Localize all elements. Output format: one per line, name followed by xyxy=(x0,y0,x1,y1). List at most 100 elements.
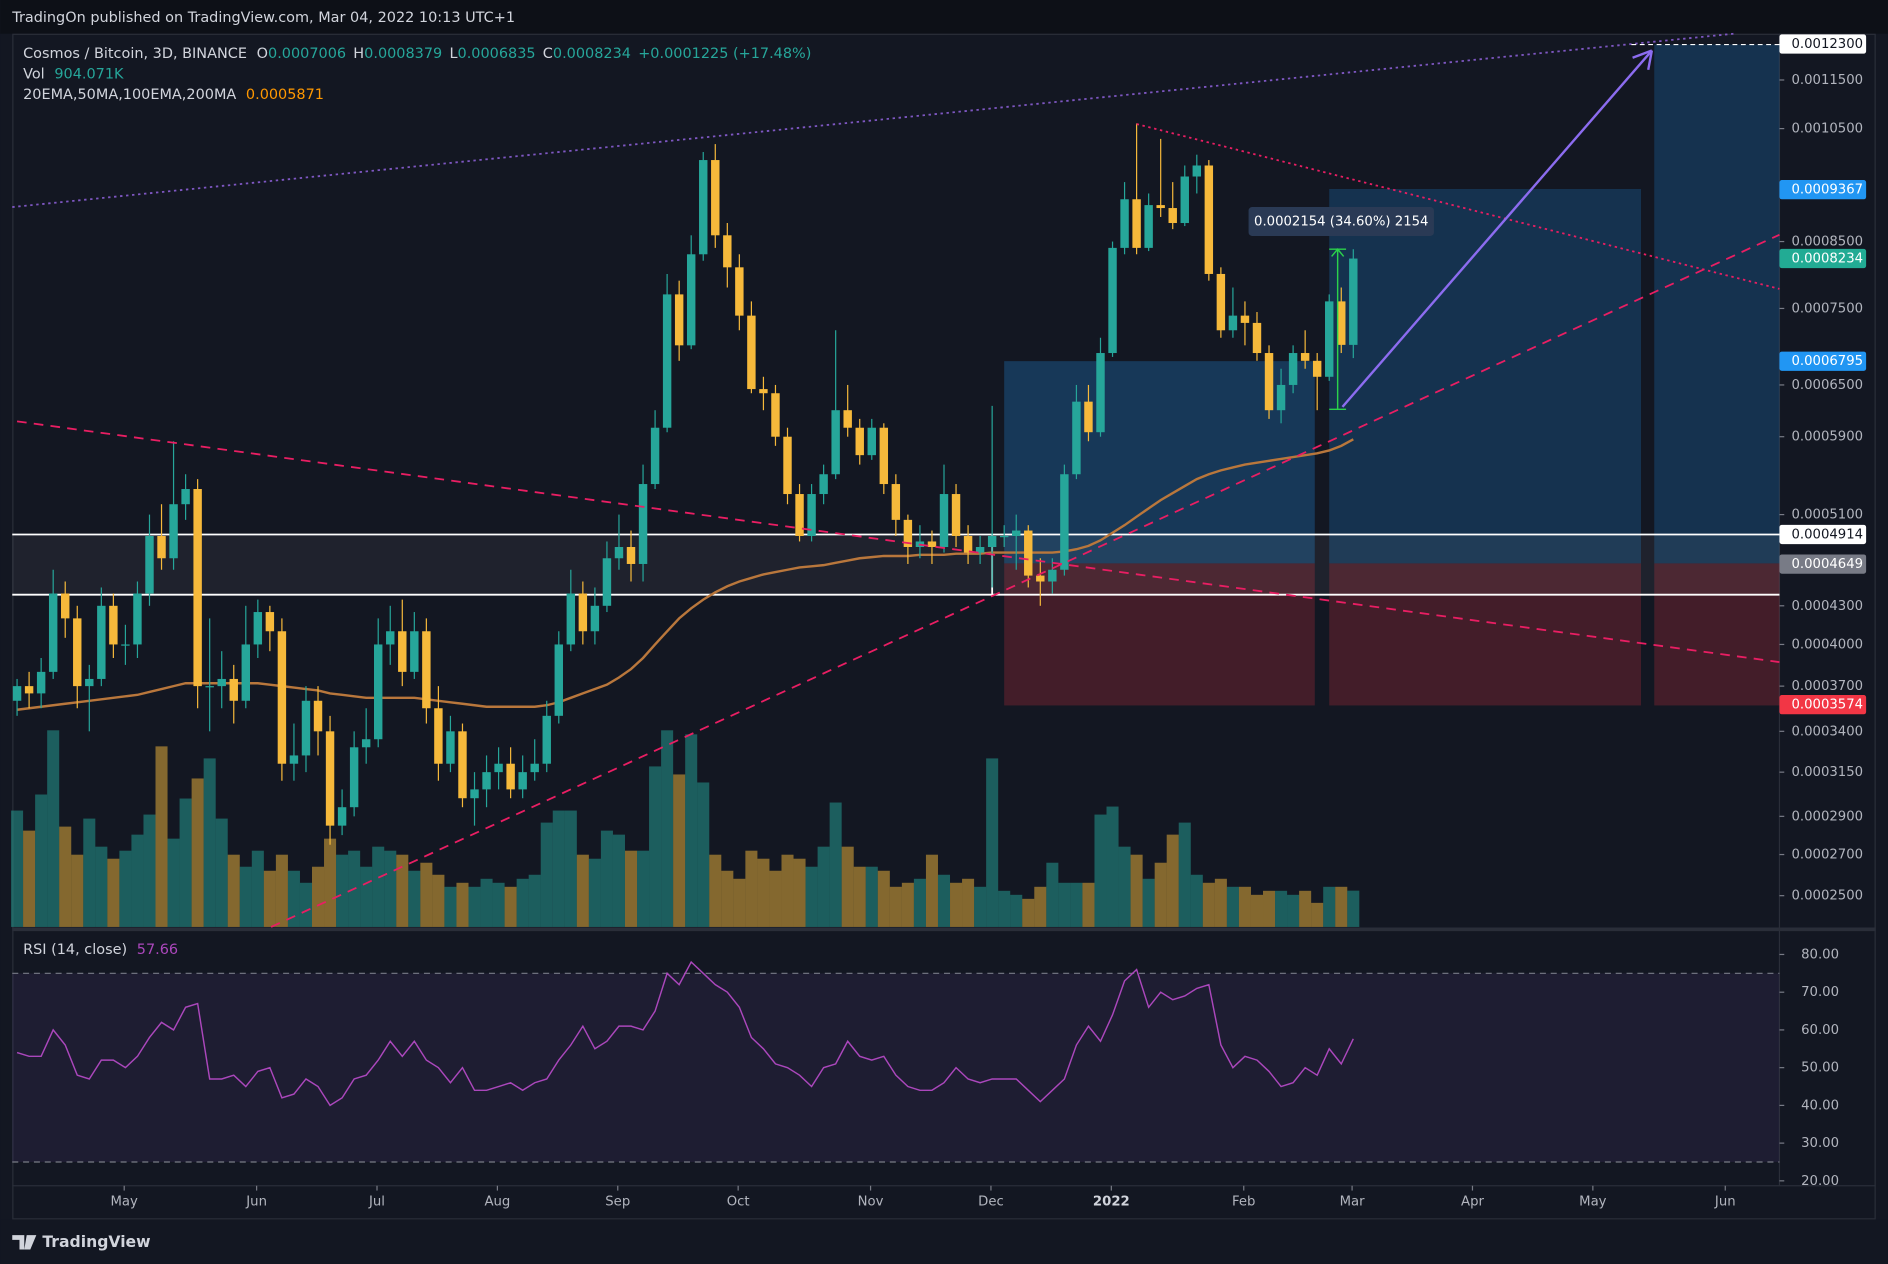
volume-bar xyxy=(649,766,662,927)
volume-bar xyxy=(227,854,240,927)
volume-bar xyxy=(1226,886,1239,927)
candle-body xyxy=(650,427,660,485)
x-tick-label: Dec xyxy=(978,1194,1004,1209)
volume-bar xyxy=(697,782,710,927)
symbol: Cosmos / Bitcoin, 3D, BINANCE xyxy=(23,46,247,62)
volume-bar xyxy=(239,866,252,927)
high-value: 0.0008379 xyxy=(364,46,442,62)
volume-bar xyxy=(1202,882,1215,927)
candle-body xyxy=(1156,205,1165,209)
rsi-tick-label: 20.00 xyxy=(1801,1174,1839,1189)
candle-body xyxy=(686,254,696,346)
volume-bar xyxy=(937,874,951,927)
volume-bar xyxy=(1335,886,1348,927)
candle-body xyxy=(48,593,58,672)
volume-bar xyxy=(757,858,770,927)
volume-bar xyxy=(480,878,493,927)
volume-name: Vol xyxy=(23,67,45,83)
candle-body xyxy=(771,393,780,437)
volume-bar xyxy=(877,870,890,927)
volume-bar xyxy=(360,866,373,927)
candle-body xyxy=(963,535,973,553)
candle-body xyxy=(410,631,419,672)
rsi-tick-label: 70.00 xyxy=(1801,985,1839,1000)
volume-bar xyxy=(191,778,204,927)
volume-bar xyxy=(829,802,842,927)
x-tick-label: May xyxy=(111,1194,139,1209)
candle-body xyxy=(253,612,263,645)
volume-bar xyxy=(47,730,60,927)
candle-body xyxy=(542,715,551,764)
y-tick-label: 0.0005900 xyxy=(1791,430,1863,445)
volume-bar xyxy=(35,794,48,927)
candle-body xyxy=(24,686,34,694)
candle-body xyxy=(97,605,106,679)
volume-bar xyxy=(203,758,216,927)
candle-body xyxy=(819,474,828,495)
volume-bar xyxy=(564,810,577,927)
volume-bar xyxy=(721,870,734,927)
x-tick-label: Sep xyxy=(605,1194,630,1209)
candle-body xyxy=(1192,165,1202,177)
candle-body xyxy=(1144,205,1153,248)
candle-body xyxy=(891,484,901,520)
volume-bar xyxy=(769,870,782,927)
measure-bracket xyxy=(1329,248,1347,411)
volume-bar xyxy=(167,838,180,927)
volume-bar xyxy=(709,854,722,927)
volume-bar xyxy=(312,866,325,927)
candle-body xyxy=(1108,247,1117,354)
brand: TradingView xyxy=(42,1232,150,1251)
candle-body xyxy=(939,494,949,548)
price-badge-label: 0.0009367 xyxy=(1791,183,1863,198)
volume-bar xyxy=(1094,814,1107,927)
candle-body xyxy=(843,410,852,428)
volume-bar xyxy=(950,882,963,927)
publisher: TradingOn published on TradingView.com, … xyxy=(11,10,515,26)
drawings-over: 0.0002154 (34.60%) 2154 xyxy=(12,32,1780,928)
trend-line xyxy=(1136,123,1780,290)
candle-body xyxy=(121,644,130,646)
candle-body xyxy=(530,763,539,773)
volume-bar xyxy=(998,890,1011,927)
volume-bar xyxy=(1070,882,1083,927)
ohlc-key: O xyxy=(257,46,268,62)
rsi-name: RSI (14, close) xyxy=(23,942,127,958)
candle-body xyxy=(1012,530,1021,536)
candle-body xyxy=(795,494,804,536)
volume-bar xyxy=(925,854,938,927)
rsi-legend: RSI (14, close) 57.66 xyxy=(23,942,178,958)
rsi-tick-label: 40.00 xyxy=(1801,1098,1839,1113)
volume-bar xyxy=(1250,894,1264,927)
candle-body xyxy=(61,593,70,619)
target-zone xyxy=(1654,44,1780,564)
series: 0.0002500 0.0002700 0.0002900 0.0003150 0.00… xyxy=(11,34,1867,1209)
candle-body xyxy=(446,731,455,764)
candle-body xyxy=(398,631,407,672)
candle-body xyxy=(36,671,46,694)
volume-bar xyxy=(71,854,84,927)
volume-bar xyxy=(324,838,337,927)
x-tick-label: Oct xyxy=(727,1194,750,1209)
volume-bar xyxy=(1323,886,1336,927)
volume-bar xyxy=(420,862,433,927)
volume-bar xyxy=(1299,890,1312,927)
ma-value: 0.0005871 xyxy=(246,87,324,103)
y-tick-label: 0.0010500 xyxy=(1791,122,1863,137)
rsi-band xyxy=(12,973,1780,1162)
stop-zone xyxy=(1004,563,1315,706)
candle-body xyxy=(470,789,479,799)
volume-bar xyxy=(889,886,902,927)
change-value: +0.0001225 (+17.48%) xyxy=(638,46,811,62)
volume-bar xyxy=(576,854,589,927)
volume-bar xyxy=(781,854,794,927)
candle-body xyxy=(987,535,997,548)
volume-bar xyxy=(600,830,613,927)
volume-bar xyxy=(504,886,517,927)
close-value: 0.0008234 xyxy=(553,46,631,62)
candle-body xyxy=(1276,384,1286,411)
y-tick-label: 0.0011500 xyxy=(1791,73,1863,88)
volume-bar xyxy=(1347,890,1360,927)
candle-body xyxy=(289,755,299,764)
